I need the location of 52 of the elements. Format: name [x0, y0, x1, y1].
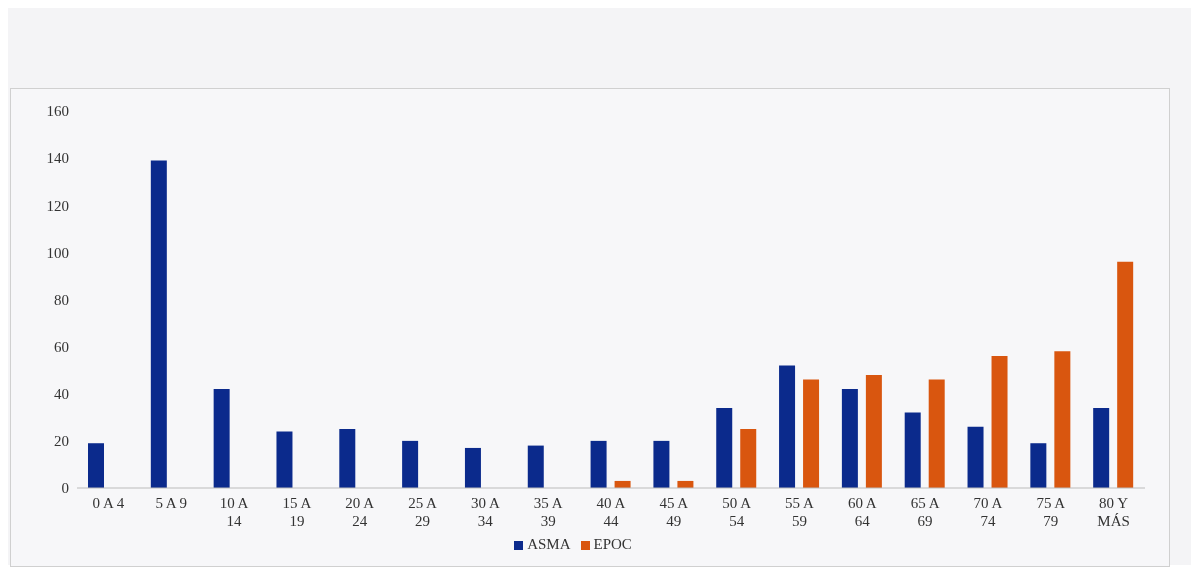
bar: [527, 445, 544, 488]
x-tick-label: 20 A 24: [345, 495, 375, 529]
x-tick-label: 15 A 19: [282, 495, 312, 529]
x-tick-label: 65 A 69: [910, 495, 940, 529]
x-tick-label: 0 A 4: [92, 495, 125, 511]
x-tick-label: 45 A 49: [659, 495, 689, 529]
bar: [716, 407, 733, 488]
x-tick-label: 40 A 44: [596, 495, 626, 529]
x-tick-label: 10 A 14: [219, 495, 249, 529]
bar: [88, 443, 104, 488]
y-tick-label: 60: [54, 338, 69, 355]
bar: [402, 440, 419, 488]
bar: [740, 429, 757, 488]
x-tick-label: 35 A 39: [533, 495, 563, 529]
bar: [803, 379, 820, 488]
legend-label: EPOC: [593, 536, 632, 552]
bar: [590, 440, 607, 488]
bar: [1030, 443, 1047, 488]
bar: [841, 389, 858, 488]
bar: [865, 374, 882, 488]
bar: [1054, 351, 1071, 488]
x-tick-label: 75 A 79: [1036, 495, 1066, 529]
bar: [967, 426, 984, 488]
y-tick-label: 140: [46, 150, 69, 167]
bar: [276, 431, 293, 488]
bar: [1117, 261, 1134, 488]
bar: [653, 440, 670, 488]
y-tick-label: 120: [46, 197, 69, 214]
bar: [1093, 407, 1110, 488]
bar: [339, 429, 356, 488]
x-tick-label: 50 A 54: [722, 495, 752, 529]
bar: [928, 379, 945, 488]
y-tick-label: 100: [46, 244, 69, 261]
x-tick-label: 70 A 74: [973, 495, 1003, 529]
x-tick-label: 5 A 9: [155, 495, 188, 511]
x-tick-label: 80 Y MÁS: [1097, 495, 1130, 529]
x-tick-label: 30 A 34: [470, 495, 500, 529]
x-tick-label: 55 A 59: [785, 495, 815, 529]
y-tick-label: 160: [46, 103, 69, 120]
y-tick-label: 20: [54, 433, 69, 450]
bar: [779, 365, 796, 488]
x-tick-label: 60 A 64: [847, 495, 877, 529]
y-tick-label: 40: [54, 386, 69, 403]
bar: [464, 447, 481, 488]
legend-label: ASMA: [527, 536, 571, 552]
bar: [904, 412, 921, 488]
y-tick-label: 80: [54, 291, 69, 308]
x-tick-label: 25 A 29: [408, 495, 438, 529]
bar: [991, 356, 1008, 488]
y-tick-label: 0: [61, 480, 69, 497]
bar: [213, 389, 230, 488]
bar: [150, 160, 167, 488]
